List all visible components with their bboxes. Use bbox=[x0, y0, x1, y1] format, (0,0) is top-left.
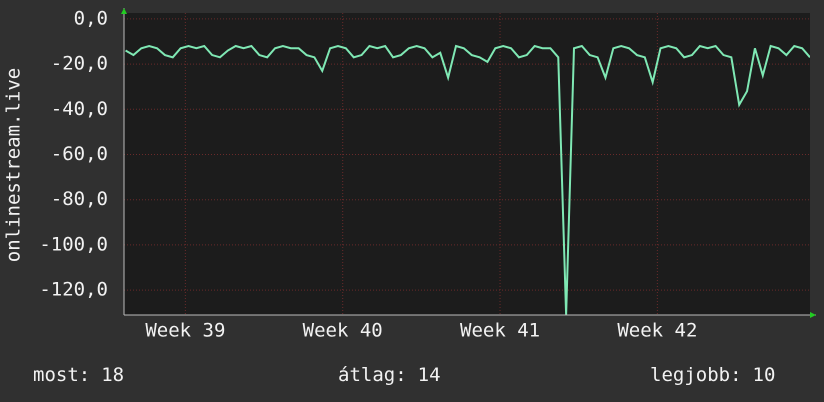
stat-label: átlag: bbox=[338, 364, 407, 386]
y-tick-label: 0,0 bbox=[74, 7, 108, 29]
y-tick-label: -40,0 bbox=[51, 98, 108, 120]
plot-area bbox=[124, 13, 810, 315]
stat-label: most: bbox=[33, 364, 90, 386]
data-line bbox=[125, 44, 810, 315]
axis-arrow bbox=[121, 8, 127, 14]
axis-arrow bbox=[810, 312, 816, 318]
y-tick-label: -20,0 bbox=[51, 53, 108, 75]
x-tick-label: Week 40 bbox=[303, 320, 383, 342]
stat-value: 18 bbox=[101, 364, 124, 386]
stats: most: 18 átlag: 14 legjobb: 10 bbox=[33, 364, 775, 386]
y-tick-label: -120,0 bbox=[39, 279, 108, 301]
x-tick-label: Week 42 bbox=[617, 320, 697, 342]
y-axis-title: onlinestream.live bbox=[3, 68, 25, 262]
x-tick-label: Week 41 bbox=[460, 320, 540, 342]
stat: legjobb: 10 bbox=[650, 364, 775, 386]
stat-label: legjobb: bbox=[650, 364, 742, 386]
y-tick-label: -80,0 bbox=[51, 188, 108, 210]
y-tick-label: -100,0 bbox=[39, 233, 108, 255]
stat: átlag: 14 bbox=[338, 364, 441, 386]
stat-value: 14 bbox=[418, 364, 441, 386]
stat-value: 10 bbox=[753, 364, 776, 386]
stat: most: 18 bbox=[33, 364, 124, 386]
y-tick-label: -60,0 bbox=[51, 143, 108, 165]
plot-layer bbox=[124, 13, 810, 315]
x-tick-label: Week 39 bbox=[145, 320, 225, 342]
